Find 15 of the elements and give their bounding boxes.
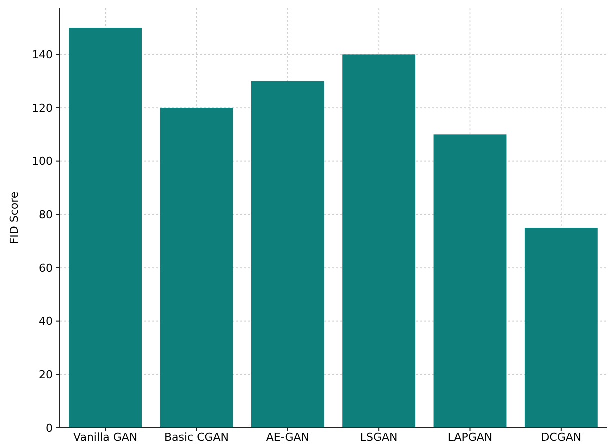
y-tick-label: 80 [39, 208, 53, 222]
y-tick-label: 40 [39, 315, 53, 328]
y-axis-title: FID Score [8, 192, 21, 244]
x-tick-label: DCGAN [541, 431, 582, 444]
x-tick-label: Vanilla GAN [74, 431, 138, 444]
x-tick-label: AE-GAN [266, 431, 310, 444]
x-tick-label: Basic CGAN [164, 431, 230, 444]
y-tick-label: 100 [32, 155, 53, 168]
y-tick-label: 0 [46, 422, 53, 435]
y-tick-label: 60 [39, 262, 53, 275]
y-tick-label: 120 [32, 102, 53, 115]
y-tick-label: 20 [39, 368, 53, 382]
y-tick-label: 140 [32, 48, 53, 62]
x-tick-label: LAPGAN [448, 431, 493, 444]
x-tick-label: LSGAN [360, 431, 398, 444]
